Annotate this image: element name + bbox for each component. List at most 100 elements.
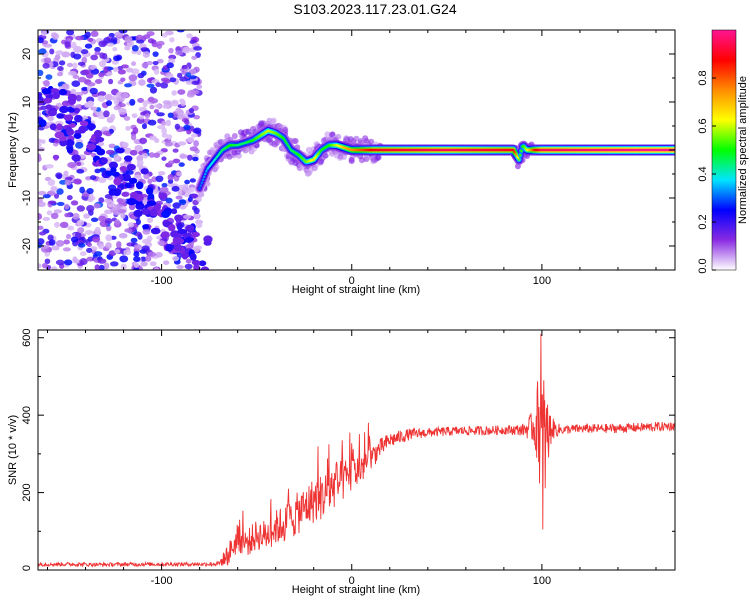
spectrogram-speckle (155, 82, 162, 88)
spectrogram-speckle (193, 114, 201, 120)
spectrogram-speckle (104, 209, 111, 214)
spectrogram-speckle (114, 249, 121, 254)
spectrogram-speckle (161, 156, 167, 161)
spectrogram-speckle (110, 235, 117, 240)
spectrogram-speckle (67, 70, 77, 76)
spectrogram-speckle (181, 251, 189, 260)
spectrogram-speckle (65, 176, 73, 181)
spectrogram-speckle (107, 203, 115, 208)
x-tick-label: -100 (151, 275, 173, 287)
spectrogram-x-axis-label: Height of straight line (km) (292, 284, 420, 296)
spectrogram-speckle (125, 125, 131, 131)
spectrogram-speckle (167, 112, 174, 119)
spectrogram-speckle (193, 46, 203, 51)
spectrogram-speckle (76, 161, 82, 166)
spectrogram-speckle (183, 214, 192, 219)
spectrogram-speckle (79, 251, 87, 257)
spectrogram-speckle (97, 141, 105, 147)
spectrogram-speckle (71, 41, 77, 49)
spectrogram-ridge (200, 181, 204, 184)
spectrogram-speckle (97, 177, 107, 184)
spectrogram-speckle (128, 177, 138, 184)
spectrogram-speckle (120, 77, 126, 82)
spectrogram-speckle (43, 57, 52, 64)
spectrogram-speckle (94, 168, 101, 174)
spectrogram-speckle (130, 68, 140, 75)
spectrogram-speckle (140, 208, 150, 215)
spectrogram-speckle (193, 212, 201, 220)
spectrogram-speckle (45, 74, 53, 80)
spectrogram-speckle (173, 243, 182, 252)
spectrogram-speckle (185, 72, 192, 78)
snr-panel: -100 0 100 0 200 400 600 Height of straight li… (7, 329, 676, 596)
spectrogram-speckle (192, 205, 198, 211)
spectrogram-speckle (149, 210, 158, 217)
colorbar-gradient (711, 29, 737, 271)
spectrogram-speckle (176, 264, 184, 270)
spectrogram-speckle (138, 106, 147, 112)
spectrogram-speckle (48, 239, 56, 246)
spectrogram-speckle (148, 152, 155, 158)
spectrogram-speckle (72, 212, 80, 220)
spectrogram-speckle (56, 201, 65, 206)
spectrogram-speckle (170, 230, 180, 238)
spectrogram-speckle (38, 238, 45, 245)
spectrogram-speckle (141, 62, 149, 69)
spectrogram-speckle (181, 64, 188, 70)
y-tick-label: -20 (21, 238, 33, 254)
spectrogram-halo (291, 138, 298, 145)
colorbar-ticks: 0.0 0.2 0.4 0.6 0.8 (697, 70, 716, 274)
spectrogram-speckle (128, 74, 138, 82)
spectrogram-speckle (147, 193, 155, 202)
spectrogram-speckle (59, 221, 69, 229)
spectrogram-ridge (520, 149, 523, 153)
spectrogram-speckle (38, 69, 44, 77)
spectrogram-halo (311, 165, 318, 172)
spectrogram-speckle (53, 139, 61, 144)
spectrogram-speckle (108, 143, 116, 149)
spectrogram-speckle (124, 36, 133, 44)
spectrogram-speckle (45, 104, 53, 110)
spectrogram-speckle (142, 50, 150, 58)
spectrogram-speckle (55, 259, 65, 266)
spectrogram-speckle (124, 155, 133, 162)
spectrogram-speckle (50, 212, 59, 220)
spectrogram-speckle (89, 65, 96, 70)
x-tick-label: 100 (533, 275, 551, 287)
spectrogram-speckle (94, 226, 101, 234)
spectrogram-speckle (64, 212, 71, 218)
snr-x-axis-label: Height of straight line (km) (292, 584, 420, 596)
spectrogram-speckle (89, 87, 98, 95)
spectrogram-speckle (140, 47, 150, 52)
spectrogram-speckle (163, 260, 170, 265)
spectrogram-ridge (201, 178, 205, 182)
spectrogram-speckle (87, 197, 94, 203)
spectrogram-speckle (101, 126, 109, 132)
spectrogram-speckle (86, 123, 96, 130)
spectrogram-speckle (168, 160, 174, 166)
spectrogram-speckle (140, 168, 149, 175)
spectrogram-speckle (99, 52, 105, 59)
spectrogram-halo (368, 138, 375, 145)
spectrogram-speckle (84, 43, 93, 49)
spectrogram-speckle (48, 200, 57, 205)
spectrogram-speckle (116, 198, 124, 204)
spectrogram-speckle (153, 109, 160, 114)
spectrogram-speckle (105, 234, 113, 242)
spectrogram-speckle (66, 195, 73, 201)
spectrogram-halo (375, 154, 382, 161)
spectrogram-speckle (195, 52, 201, 59)
spectrogram-speckle (191, 259, 201, 266)
spectrogram-speckle (189, 68, 197, 75)
spectrogram-speckle (155, 251, 163, 258)
spectrogram-speckle (182, 46, 191, 54)
spectrogram-speckle (58, 88, 68, 96)
spectrogram-speckle (73, 178, 82, 185)
spectrogram-speckle (174, 214, 184, 222)
spectrogram-speckle (103, 110, 110, 118)
spectrogram-speckle (172, 256, 180, 262)
spectrogram-speckle (55, 239, 65, 247)
spectrogram-speckle (76, 205, 85, 212)
spectrogram-speckle (38, 100, 44, 106)
spectrogram-speckle (65, 233, 72, 240)
